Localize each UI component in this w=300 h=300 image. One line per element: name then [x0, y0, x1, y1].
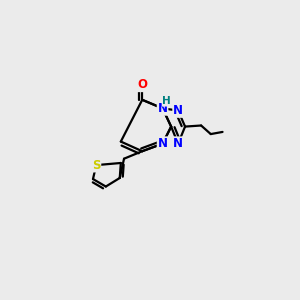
Text: N: N [173, 104, 183, 117]
Text: N: N [158, 137, 168, 150]
Text: O: O [137, 78, 147, 91]
Text: S: S [92, 159, 100, 172]
Text: N: N [158, 102, 168, 115]
Text: H: H [162, 96, 171, 106]
Text: N: N [173, 137, 183, 150]
